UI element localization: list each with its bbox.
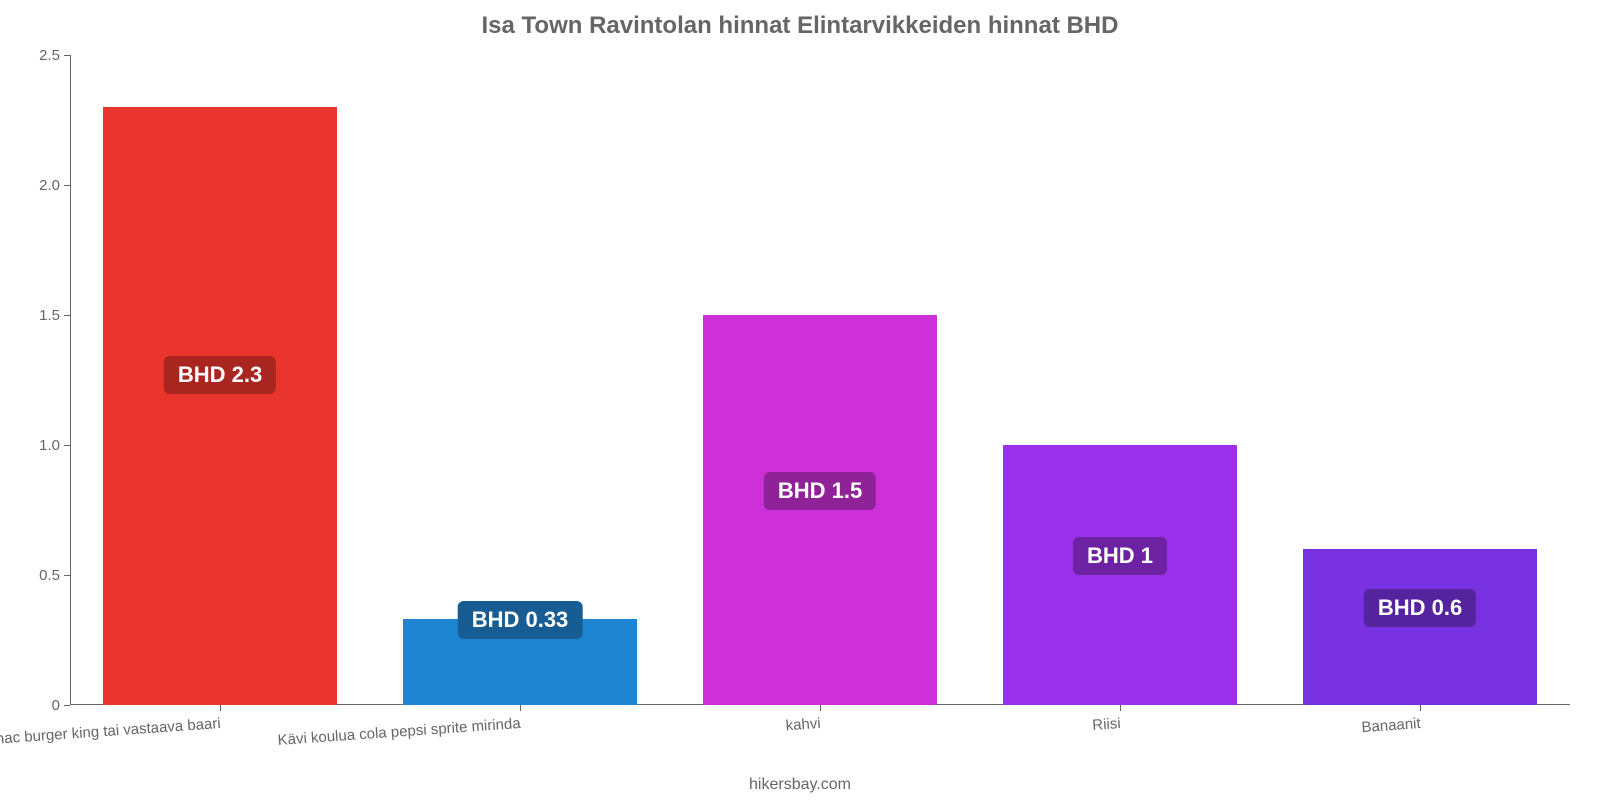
- bar-value-badge: BHD 1: [1073, 537, 1167, 575]
- y-tick-label: 0.5: [15, 567, 60, 584]
- x-tick: [1120, 705, 1121, 711]
- y-tick-label: 2.5: [15, 47, 60, 64]
- y-axis: [70, 55, 71, 705]
- plot-area: 00.51.01.52.02.5mac burger king tai vast…: [70, 55, 1570, 705]
- y-tick-label: 1.0: [15, 437, 60, 454]
- bar: [103, 107, 337, 705]
- bar-value-badge: BHD 1.5: [764, 472, 876, 510]
- x-tick-label: kahvi: [785, 715, 821, 734]
- y-tick: [64, 705, 70, 706]
- bar: [703, 315, 937, 705]
- y-tick: [64, 185, 70, 186]
- y-tick: [64, 315, 70, 316]
- x-tick: [1420, 705, 1421, 711]
- y-tick-label: 2.0: [15, 177, 60, 194]
- x-tick: [520, 705, 521, 711]
- y-tick-label: 1.5: [15, 307, 60, 324]
- bar-value-badge: BHD 0.6: [1364, 589, 1476, 627]
- price-bar-chart: Isa Town Ravintolan hinnat Elintarvikkei…: [0, 0, 1600, 800]
- x-tick-label: Kävi koulua cola pepsi sprite mirinda: [277, 715, 521, 749]
- x-tick-label: Riisi: [1092, 715, 1121, 734]
- bar-value-badge: BHD 2.3: [164, 356, 276, 394]
- x-tick: [220, 705, 221, 711]
- bar: [1003, 445, 1237, 705]
- y-tick: [64, 55, 70, 56]
- x-tick: [820, 705, 821, 711]
- bar: [1303, 549, 1537, 705]
- chart-title: Isa Town Ravintolan hinnat Elintarvikkei…: [0, 12, 1600, 40]
- y-tick-label: 0: [15, 697, 60, 714]
- y-tick: [64, 575, 70, 576]
- y-tick: [64, 445, 70, 446]
- x-tick-label: Banaanit: [1361, 715, 1421, 736]
- x-tick-label: mac burger king tai vastaava baari: [0, 715, 221, 748]
- attribution-text: hikersbay.com: [0, 776, 1600, 794]
- bar-value-badge: BHD 0.33: [458, 601, 583, 639]
